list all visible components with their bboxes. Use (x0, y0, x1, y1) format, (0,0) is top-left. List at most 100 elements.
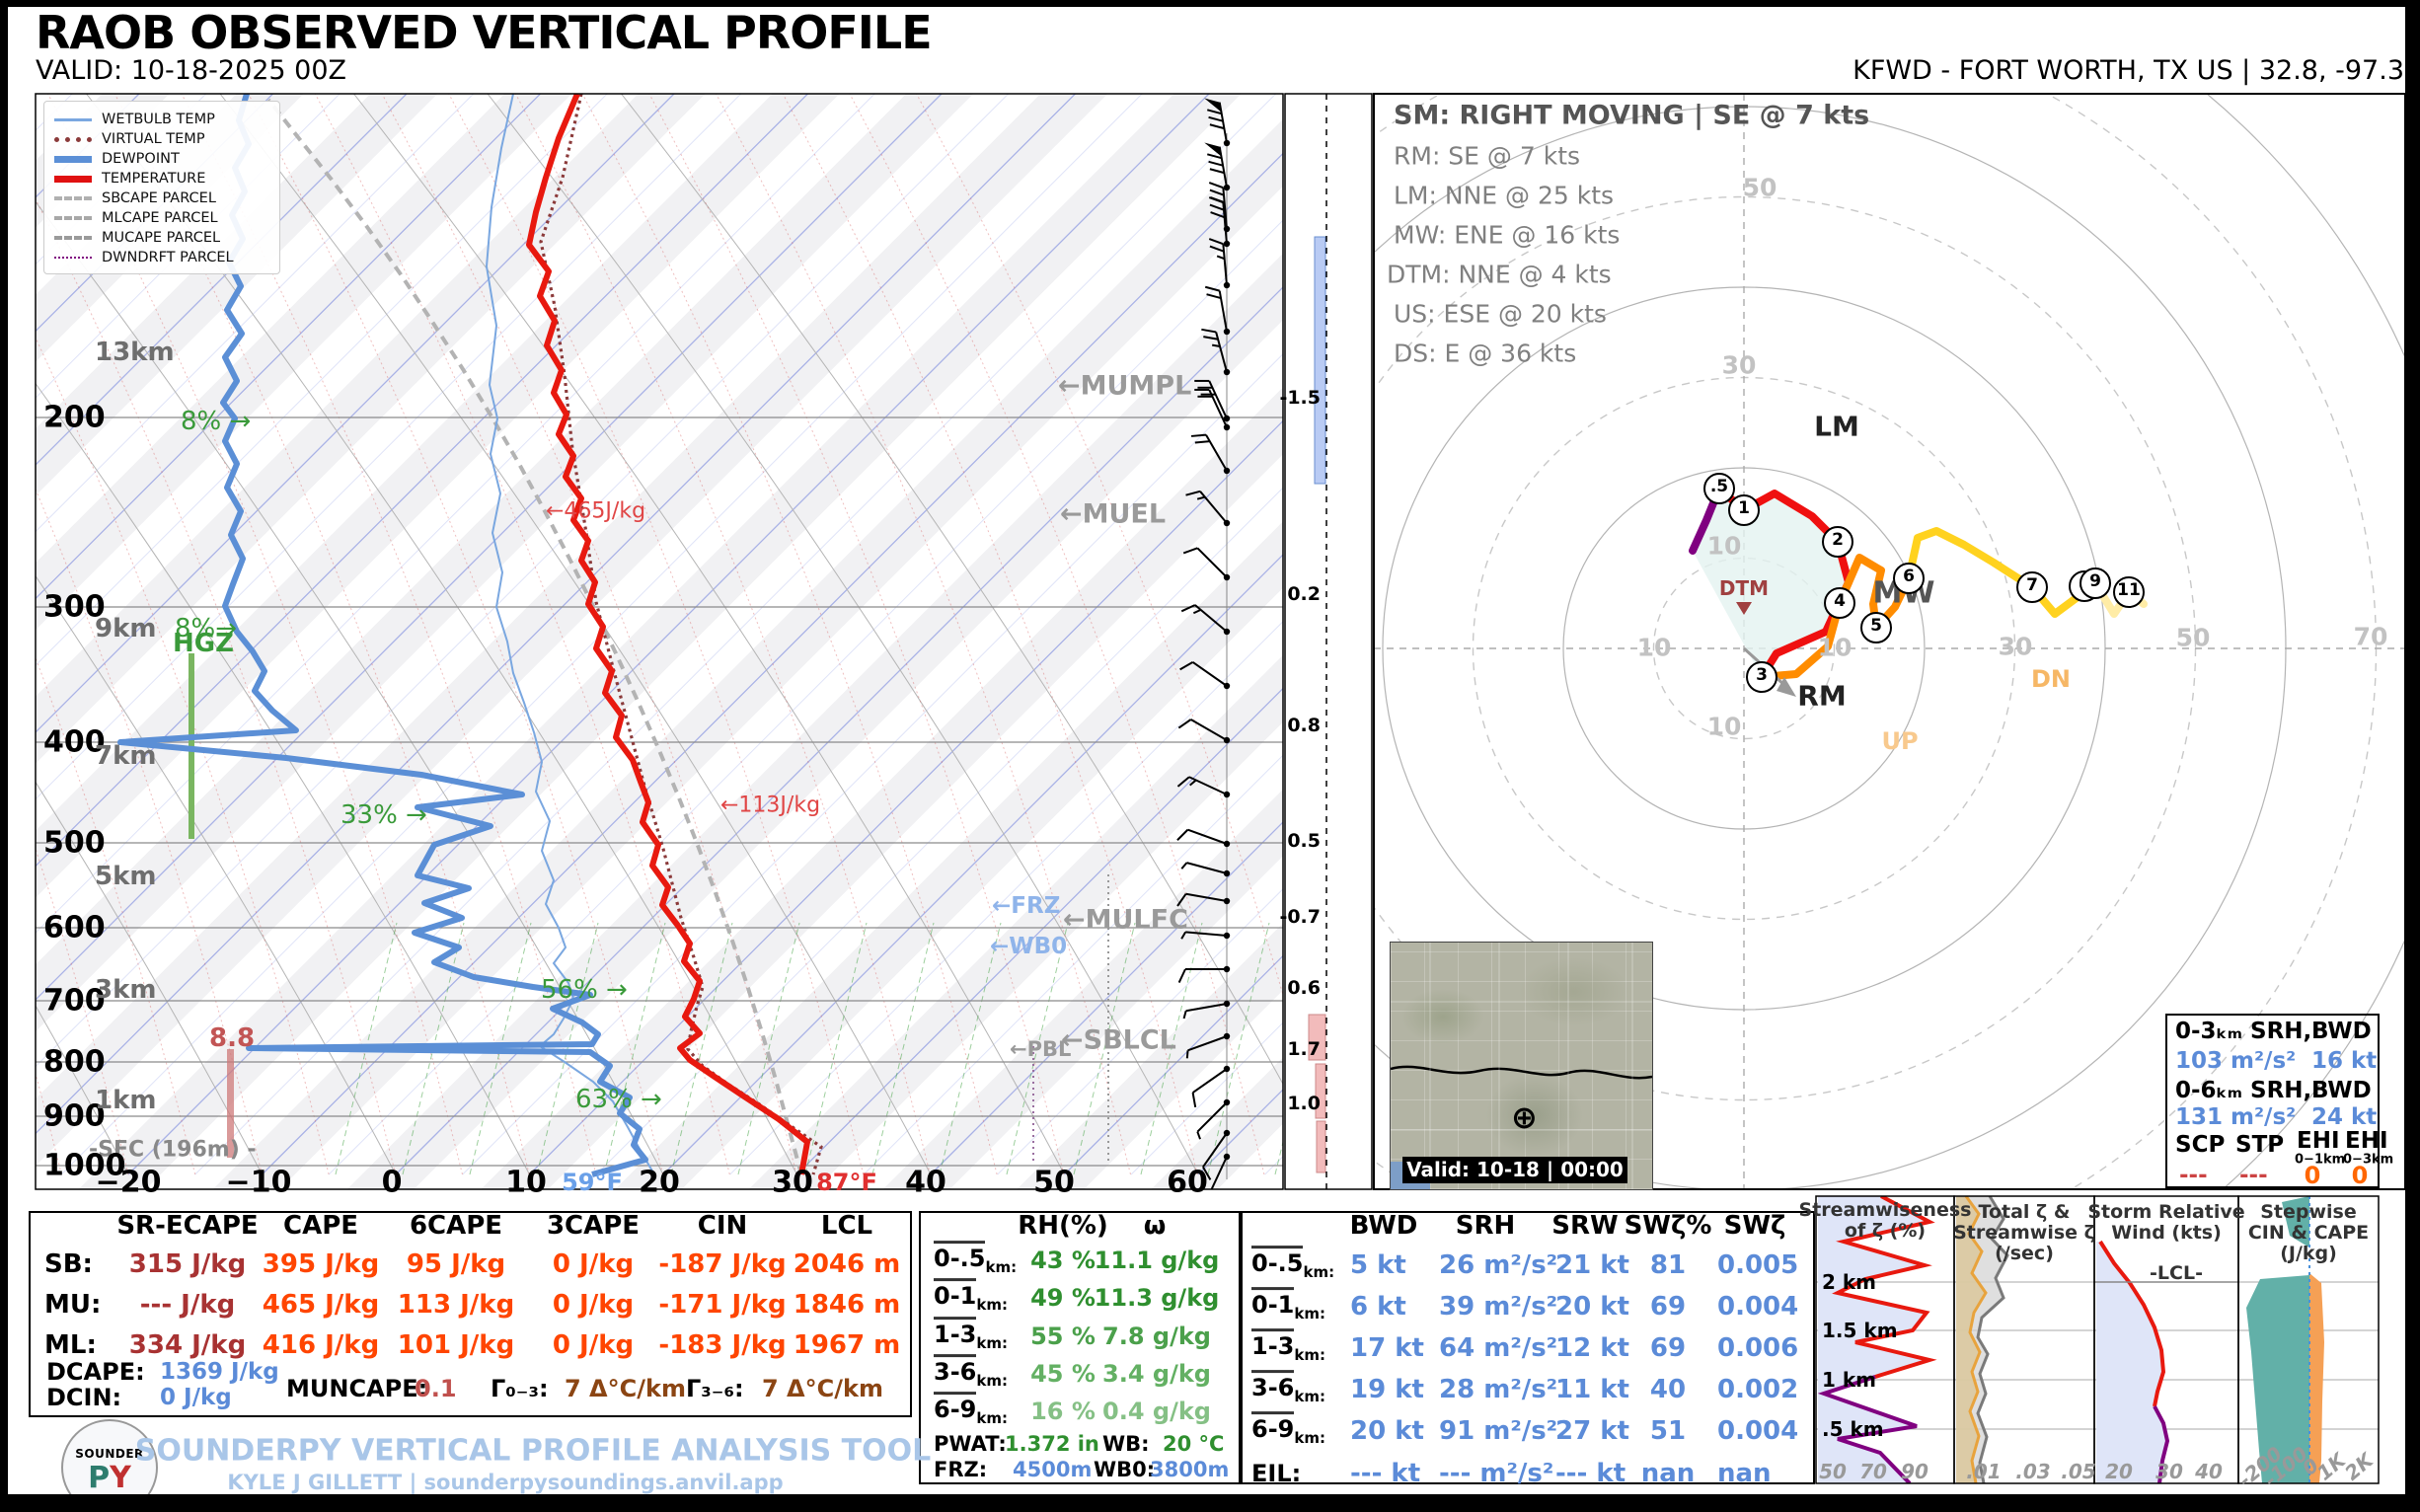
table-cell: 21 kt (1555, 1250, 1629, 1280)
muncape-value: 0.1 (415, 1375, 457, 1402)
height-marker: 11 (2113, 576, 2145, 608)
table-cell: 28 m²/s² (1439, 1375, 1558, 1404)
height-marker: 3 (1746, 661, 1777, 693)
tick-label: 900 (43, 1098, 106, 1134)
col-header: 3CAPE (546, 1211, 641, 1241)
table-cell: --- kt (1350, 1459, 1421, 1488)
tick-label: 1000 (43, 1148, 126, 1183)
storm-motion-dtm: DTM: NNE @ 4 kts (1387, 260, 1612, 289)
dcin-value: 0 J/kg (160, 1385, 232, 1410)
table-cell: 6 kt (1350, 1292, 1406, 1322)
tick-label: 20 (2105, 1460, 2133, 1483)
table-cell: --- kt (1555, 1459, 1626, 1488)
col-header: SRH (1455, 1211, 1516, 1241)
inset-bwd03-header: BWD (2311, 1019, 2372, 1044)
tick-label: 70 (2353, 622, 2388, 651)
totalzeta-panel-title2: Streamwise ζ (1953, 1222, 2095, 1244)
tick-label: 30 (772, 1165, 813, 1200)
surface-dewpoint-label: 59°F (562, 1169, 623, 1196)
height-marker: 7 (2016, 571, 2048, 603)
footer-credit: KYLE J GILLETT | sounderpysoundings.anvi… (227, 1471, 784, 1494)
page-title: RAOB OBSERVED VERTICAL PROFILE (36, 6, 933, 59)
location-map: ⊕ (1390, 942, 1653, 1190)
tick-label: .5 km (1822, 1417, 1884, 1441)
stepwise-panel-title3: (J/kg) (2280, 1243, 2337, 1264)
row-label: 0-1km: (934, 1278, 1008, 1314)
tick-label: 3km (95, 975, 157, 1005)
inset-ehi3-value: 0 (2351, 1162, 2369, 1189)
table-cell: 0.002 (1717, 1375, 1799, 1404)
omega-header: ω (1143, 1211, 1167, 1241)
table-cell: 17 kt (1350, 1333, 1424, 1363)
tick-label: 7km (95, 741, 157, 771)
col-header: LCL (820, 1211, 873, 1241)
tick-label: 0 (381, 1165, 403, 1200)
legend-label: DEWPOINT (102, 151, 180, 167)
row-label: 3-6km: (934, 1354, 1008, 1390)
table-cell: 0.004 (1717, 1416, 1799, 1446)
pwat-value: 1.372 in (1005, 1432, 1099, 1456)
dcape-value: 1369 J/kg (160, 1359, 279, 1385)
tick-label: 1.5 km (1822, 1319, 1898, 1342)
tick-label: 90 (1901, 1460, 1928, 1483)
tick-label: 600 (43, 910, 106, 945)
tick-label: 300 (43, 589, 106, 625)
dtm-label: DTM (1718, 576, 1770, 600)
tick-label: 50 (1819, 1460, 1847, 1483)
row-label: 0-.5km: (1251, 1246, 1335, 1281)
lapse-0-3-label: Γ₀₋₃: (491, 1375, 549, 1402)
legend-item: MLCAPE PARCEL (54, 208, 269, 228)
sfc-label: -SFC (196m) - (89, 1137, 257, 1163)
table-cell: 39 m²/s² (1439, 1292, 1558, 1322)
temperature-swatch (54, 175, 92, 183)
logo-text: SOUNDER (75, 1447, 144, 1461)
tick-label: .05 (2061, 1460, 2096, 1483)
legend-item: VIRTUAL TEMP (54, 129, 269, 149)
mulfc-label: ←MULFC (1063, 904, 1188, 936)
tick-label: 20 (639, 1165, 680, 1200)
wb-value: 20 °C (1163, 1432, 1225, 1456)
table-cell: --- J/kg (139, 1290, 236, 1320)
tick-label: 70 (1859, 1460, 1887, 1483)
col-header: SWζ% (1624, 1211, 1712, 1241)
inset-stp-header: STP (2235, 1132, 2285, 1158)
dn-label: DN (2030, 665, 2072, 693)
surface-temp-label: 87°F (816, 1169, 877, 1196)
table-cell: 2046 m (793, 1249, 901, 1279)
layer-unit: km: (976, 1408, 1008, 1427)
layer-unit: km: (1294, 1387, 1325, 1405)
tick-label: −10 (225, 1165, 292, 1200)
height-marker: 2 (1822, 526, 1853, 558)
muel-label: ←MUEL (1060, 498, 1167, 530)
layer-range: 0-1 (934, 1278, 977, 1311)
table-cell: 0 J/kg (552, 1330, 635, 1360)
table-cell: -183 J/kg (658, 1330, 787, 1360)
tick-label: 700 (43, 983, 106, 1019)
row-label: 6-9km: (1251, 1411, 1325, 1447)
wb0-value: 3800m (1150, 1458, 1230, 1481)
rh-annotation-200: 8% → (181, 407, 252, 436)
height-marker: .5 (1703, 473, 1735, 504)
inset-srh03-header: 0-3ₖₘ SRH, (2175, 1019, 2312, 1044)
storm-motion-lm: LM: NNE @ 25 kts (1394, 181, 1615, 210)
rh-annotation-800: 63% → (575, 1085, 662, 1114)
cape-label-465: ←465J/kg (546, 498, 646, 524)
table-cell: -171 J/kg (658, 1290, 787, 1320)
muncape-label: MUNCAPE: (286, 1375, 428, 1402)
tick-label: 1.7 (1287, 1038, 1321, 1060)
layer-range: 0-.5 (1251, 1246, 1304, 1278)
table-cell: 55 % (1030, 1323, 1096, 1350)
totalzeta-panel-title: Total ζ & (1978, 1201, 2071, 1223)
table-cell: 16 % (1030, 1398, 1096, 1425)
tick-label: 30 (1998, 632, 2033, 661)
table-cell: 3.4 g/kg (1102, 1360, 1211, 1388)
layer-range: 6-9 (1251, 1411, 1295, 1444)
frz-row-label: FRZ: (934, 1458, 988, 1481)
table-cell: --- m²/s² (1439, 1459, 1554, 1488)
dcin-label: DCIN: (46, 1384, 122, 1411)
table-cell: 95 J/kg (406, 1249, 506, 1279)
layer-unit: km: (1303, 1262, 1335, 1281)
row-label: 1-3km: (1251, 1328, 1325, 1364)
dewpoint-swatch (54, 155, 92, 163)
